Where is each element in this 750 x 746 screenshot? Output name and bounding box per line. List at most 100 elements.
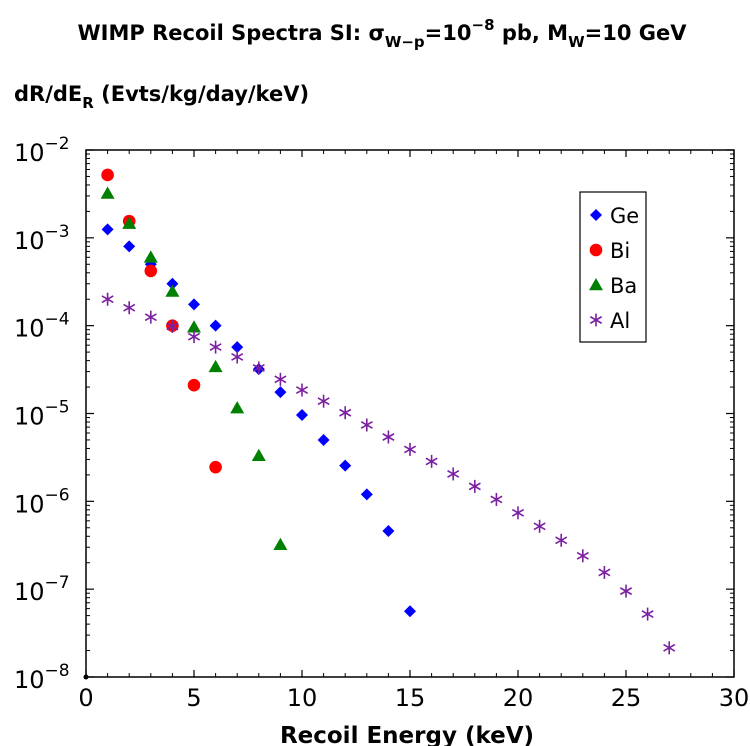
y-tick-label: 10−8: [14, 661, 70, 694]
data-point-ge: [209, 319, 222, 332]
data-point-ge: [123, 240, 136, 253]
data-point-bi: [209, 460, 222, 474]
y-tick-base: 10: [14, 403, 45, 431]
data-point-al: [533, 519, 546, 533]
data-point-al: [447, 467, 460, 481]
ylabel-rest: (Evts/kg/day/keV): [94, 82, 309, 106]
data-point-ge: [231, 341, 244, 354]
data-point-al: [360, 418, 373, 432]
data-point-al: [511, 506, 525, 520]
y-tick-exp: −5: [45, 398, 70, 418]
legend-marker-bi: [589, 243, 603, 257]
data-point-al: [555, 533, 568, 547]
y-tick-label: 10−2: [14, 134, 70, 167]
data-point-al: [339, 406, 352, 420]
data-point-al: [187, 330, 201, 344]
title-mid: =10: [425, 21, 472, 45]
y-tick-exp: −4: [45, 310, 70, 330]
y-tick-exp: −7: [45, 573, 70, 593]
data-point-al: [382, 430, 395, 444]
x-axis-label: Recoil Energy (keV): [280, 723, 534, 746]
data-point-bi: [101, 168, 114, 182]
data-point-ge: [404, 605, 416, 618]
data-point-al: [317, 394, 330, 408]
data-point-al: [468, 479, 481, 493]
data-point-ge: [166, 277, 179, 290]
y-tick-exp: −6: [45, 485, 70, 505]
data-point-al: [490, 492, 503, 506]
y-tick-exp: −2: [45, 134, 70, 154]
x-ticks: 0 5 10 15 20 25 30: [78, 150, 749, 712]
data-point-bi: [187, 378, 201, 392]
ylabel-sub: R: [82, 94, 94, 112]
title-exp: −8: [472, 16, 495, 34]
y-tick-exp: −3: [45, 222, 70, 242]
data-point-ba: [208, 359, 223, 373]
data-point-al: [425, 454, 438, 468]
x-tick-label: 20: [503, 684, 534, 712]
data-markers: [100, 168, 676, 655]
y-tick-base: 10: [14, 227, 45, 255]
data-point-ge: [360, 488, 373, 501]
x-tick-label: 25: [611, 684, 642, 712]
y-axis-label: dR/dER (Evts/kg/day/keV): [14, 82, 309, 112]
y-tick-base: 10: [14, 666, 45, 694]
y-tick-base: 10: [14, 139, 45, 167]
series-bi: [101, 168, 222, 474]
data-point-bi: [144, 264, 158, 278]
title-mass-sub: W: [568, 33, 585, 51]
legend-marker-ba: [589, 278, 603, 291]
data-point-ge: [101, 223, 114, 236]
title-prefix: WIMP Recoil Spectra SI: σ: [78, 21, 385, 45]
data-point-al: [598, 565, 611, 579]
data-point-ge: [296, 409, 308, 422]
data-point-al: [641, 607, 654, 621]
series-al: [101, 292, 676, 655]
legend-label: Bi: [610, 239, 630, 263]
data-point-ge: [317, 433, 330, 446]
ylabel-main: dR/dE: [14, 82, 82, 106]
data-point-ge: [339, 459, 352, 472]
legend-item-ba: Ba: [589, 274, 637, 298]
x-tick-label: 15: [395, 684, 426, 712]
y-tick-base: 10: [14, 490, 45, 518]
legend-item-bi: Bi: [589, 239, 630, 263]
chart-title: WIMP Recoil Spectra SI: σW−p=10−8 pb, MW…: [78, 16, 688, 51]
legend-items: Ge Bi Ba Al: [589, 204, 639, 333]
data-point-ba: [251, 448, 266, 462]
legend-label: Ba: [610, 274, 637, 298]
data-point-al: [123, 301, 136, 315]
data-point-al: [274, 372, 287, 386]
series-ge: [101, 223, 416, 618]
legend-item-ge: Ge: [590, 204, 639, 228]
data-point-al: [101, 292, 114, 306]
x-tick-label: 5: [186, 684, 201, 712]
data-point-al: [144, 310, 157, 324]
legend-marker-al: [589, 313, 603, 327]
y-tick-label: 10−5: [14, 398, 70, 431]
data-point-al: [663, 641, 676, 655]
data-point-al: [619, 584, 633, 598]
data-point-al: [166, 319, 179, 333]
data-point-ge: [188, 298, 200, 311]
data-point-al: [295, 383, 309, 397]
y-ticks: 10−210−310−410−510−610−710−8: [14, 134, 734, 694]
data-point-ba: [187, 320, 201, 333]
data-point-ba: [100, 186, 115, 199]
x-tick-label: 30: [719, 684, 750, 712]
data-point-al: [403, 442, 417, 456]
data-point-ba: [122, 216, 137, 229]
data-point-ba: [273, 537, 288, 551]
data-point-ba: [143, 250, 158, 263]
x-tick-label: 10: [287, 684, 318, 712]
title-unit: pb, M: [495, 21, 569, 45]
y-tick-exp: −8: [45, 661, 70, 681]
data-point-ba: [165, 284, 180, 297]
title-sigma-sub: W−p: [385, 33, 425, 51]
y-tick-base: 10: [14, 578, 45, 606]
legend-label: Al: [610, 309, 630, 333]
data-point-ge: [274, 386, 287, 399]
y-tick-label: 10−6: [14, 485, 70, 518]
y-tick-label: 10−7: [14, 573, 70, 606]
